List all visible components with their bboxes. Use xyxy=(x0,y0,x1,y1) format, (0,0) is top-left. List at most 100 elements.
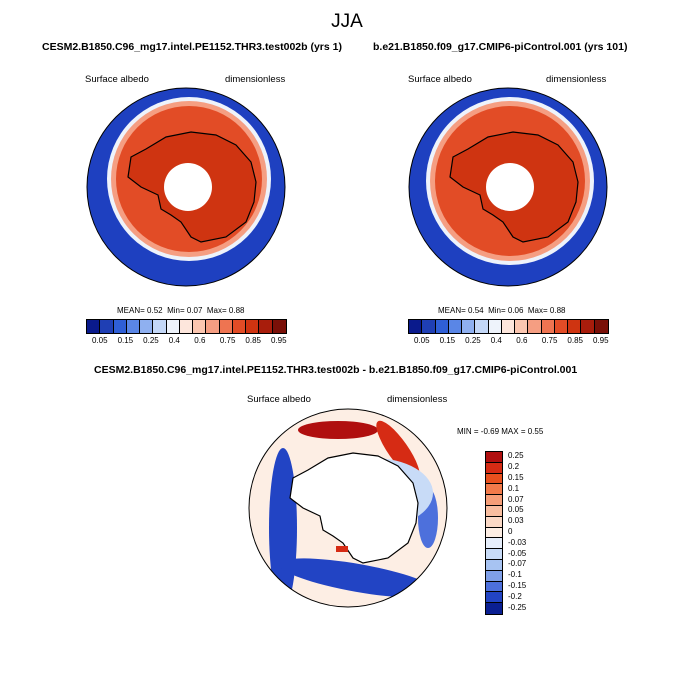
colorbar-tick-label: 0.25 xyxy=(508,451,524,461)
colorbar-cell xyxy=(153,320,167,333)
colorbar-cell xyxy=(259,320,273,333)
panel-2-units-label: dimensionless xyxy=(546,74,607,85)
negative-band-south xyxy=(279,558,437,598)
colorbar-cell xyxy=(486,473,502,485)
colorbar-cell xyxy=(475,320,489,333)
colorbar-cell xyxy=(486,549,502,560)
colorbar-cell xyxy=(448,320,463,333)
colorbar-cell xyxy=(219,320,233,333)
colorbar-cell xyxy=(87,320,101,333)
colorbar-cell xyxy=(541,320,555,333)
colorbar-tick-label: -0.03 xyxy=(508,537,527,547)
panel-1-stats: MEAN= 0.52 Min= 0.07 Max= 0.88 xyxy=(117,306,245,315)
positive-band-north xyxy=(298,421,378,439)
panel-1-colorbar xyxy=(86,319,287,334)
panel-2-stats: MEAN= 0.54 Min= 0.06 Max= 0.88 xyxy=(438,306,566,315)
colorbar-tick-label: -0.05 xyxy=(508,548,527,558)
colorbar-cell xyxy=(486,527,502,539)
colorbar-tick-label: 0.75 xyxy=(219,336,236,345)
colorbar-cell xyxy=(486,592,502,604)
colorbar-cell xyxy=(193,320,207,333)
positive-spot xyxy=(336,546,348,552)
colorbar-cell xyxy=(422,320,436,333)
polar-hole xyxy=(486,163,534,211)
panel-1-title: CESM2.B1850.C96_mg17.intel.PE1152.THR3.t… xyxy=(42,41,342,53)
colorbar-cell xyxy=(113,320,127,333)
colorbar-tick-label: 0.25 xyxy=(465,336,481,345)
colorbar-cell xyxy=(100,320,114,333)
colorbar-cell xyxy=(486,506,502,517)
colorbar-tick-label: 0.2 xyxy=(508,462,520,472)
colorbar-cell xyxy=(568,320,582,333)
colorbar-cell xyxy=(486,495,502,506)
colorbar-tick-label: 0.4 xyxy=(168,336,180,345)
colorbar-cell xyxy=(594,320,608,333)
colorbar-cell xyxy=(486,452,502,463)
colorbar-tick-label: 0.25 xyxy=(143,336,159,345)
panel-3-variable-label: Surface albedo xyxy=(247,394,311,405)
colorbar-cell xyxy=(486,603,502,614)
colorbar-cell xyxy=(206,320,220,333)
colorbar-cell xyxy=(486,538,502,550)
colorbar-tick-label: 0.6 xyxy=(194,336,206,345)
colorbar-tick-label: -0.2 xyxy=(508,591,522,601)
colorbar-tick-label: 0.03 xyxy=(508,516,524,526)
panel-3-colorbar-labels: 0.25 0.2 0.15 0.1 0.07 0.05 0.03 0 -0.03 -0.05 -0.… xyxy=(508,451,548,613)
panel-1-variable-label: Surface albedo xyxy=(85,74,149,85)
colorbar-cell xyxy=(486,462,502,474)
colorbar-cell xyxy=(179,320,194,333)
colorbar-cell xyxy=(515,320,529,333)
colorbar-cell xyxy=(581,320,595,333)
colorbar-cell xyxy=(166,320,180,333)
colorbar-cell xyxy=(232,320,247,333)
panel-3-stats: MIN = -0.69 MAX = 0.55 xyxy=(457,427,544,436)
panel-2-map xyxy=(408,87,608,287)
panel-3-colorbar xyxy=(485,451,503,615)
colorbar-cell xyxy=(272,320,286,333)
panel-1-colorbar-labels: 0.05 0.15 0.25 0.4 0.6 0.75 0.85 0.95 xyxy=(86,336,287,348)
colorbar-cell xyxy=(486,516,502,528)
colorbar-tick-label: -0.07 xyxy=(508,559,527,569)
colorbar-cell xyxy=(486,560,502,571)
colorbar-cell xyxy=(246,320,260,333)
colorbar-tick-label: -0.15 xyxy=(508,581,527,590)
colorbar-cell xyxy=(140,320,154,333)
colorbar-cell xyxy=(409,320,423,333)
colorbar-cell xyxy=(488,320,502,333)
colorbar-tick-label: 0.05 xyxy=(92,336,108,345)
colorbar-tick-label: 0.15 xyxy=(117,336,134,345)
colorbar-cell xyxy=(435,320,449,333)
panel-3-units-label: dimensionless xyxy=(387,394,448,405)
colorbar-tick-label: 0.6 xyxy=(516,336,528,345)
colorbar-cell xyxy=(486,484,502,496)
colorbar-cell xyxy=(486,581,502,593)
colorbar-tick-label: 0.05 xyxy=(414,336,430,345)
positive-band-northeast xyxy=(376,420,420,480)
figure-title: JJA xyxy=(331,11,363,32)
colorbar-tick-label: 0.75 xyxy=(541,336,558,345)
panel-2-colorbar-labels: 0.05 0.15 0.25 0.4 0.6 0.75 0.85 0.95 xyxy=(408,336,609,348)
polar-hole xyxy=(164,163,212,211)
panel-2-colorbar xyxy=(408,319,609,334)
colorbar-cell xyxy=(501,320,516,333)
panel-1-units-label: dimensionless xyxy=(225,74,286,85)
panel-1-map xyxy=(86,87,286,287)
colorbar-tick-label: 0.15 xyxy=(439,336,456,345)
colorbar-cell xyxy=(528,320,542,333)
colorbar-tick-label: 0.05 xyxy=(508,505,524,515)
colorbar-cell xyxy=(486,570,502,582)
panel-3-map xyxy=(248,408,448,608)
colorbar-tick-label: 0.15 xyxy=(508,473,524,482)
colorbar-tick-label: -0.25 xyxy=(508,602,527,612)
colorbar-tick-label: -0.1 xyxy=(508,570,522,580)
colorbar-tick-label: 0.95 xyxy=(593,336,609,345)
colorbar-tick-label: 0.4 xyxy=(490,336,502,345)
colorbar-cell xyxy=(462,320,476,333)
colorbar-cell xyxy=(126,320,141,333)
panel-3-title: CESM2.B1850.C96_mg17.intel.PE1152.THR3.t… xyxy=(94,364,578,376)
negative-band-west xyxy=(269,448,297,607)
colorbar-tick-label: 0.85 xyxy=(245,336,261,345)
colorbar-cell xyxy=(554,320,569,333)
colorbar-tick-label: 0 xyxy=(508,527,513,536)
colorbar-tick-label: 0.1 xyxy=(508,483,520,493)
